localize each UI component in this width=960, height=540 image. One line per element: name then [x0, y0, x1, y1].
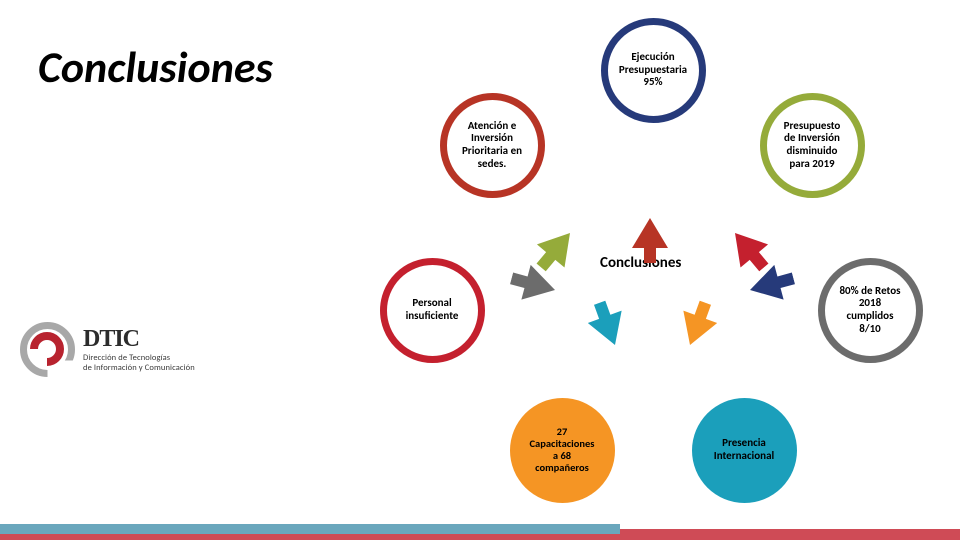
footer-decoration [0, 524, 960, 540]
logo-subtitle: Dirección de Tecnologías de Información … [83, 353, 195, 373]
arrow-icon [673, 297, 722, 352]
diagram-node-n5: 80% de Retos 2018 cumplidos 8/10 [818, 258, 923, 363]
diagram-node-n2: Atención e Inversión Prioritaria en sede… [440, 93, 545, 198]
diagram-node-n3: Presupuesto de Inversión disminuido para… [760, 93, 865, 198]
diagram-node-n6: 27 Capacitaciones a 68 compañeros [510, 398, 615, 503]
logo-acronym: DTIC [83, 326, 195, 353]
diagram-node-n4: Personal insuficiente [380, 258, 485, 363]
arrow-icon [583, 297, 632, 352]
logo: DTIC Dirección de Tecnologías de Informa… [20, 322, 195, 377]
logo-text: DTIC Dirección de Tecnologías de Informa… [83, 326, 195, 373]
diagram-node-n7: Presencia Internacional [692, 398, 797, 503]
logo-mark-icon [20, 322, 75, 377]
diagram-node-n1: Ejecución Presupuestaria 95% [601, 18, 706, 123]
page-title: Conclusiones [38, 40, 273, 94]
arrow-icon [632, 218, 668, 263]
